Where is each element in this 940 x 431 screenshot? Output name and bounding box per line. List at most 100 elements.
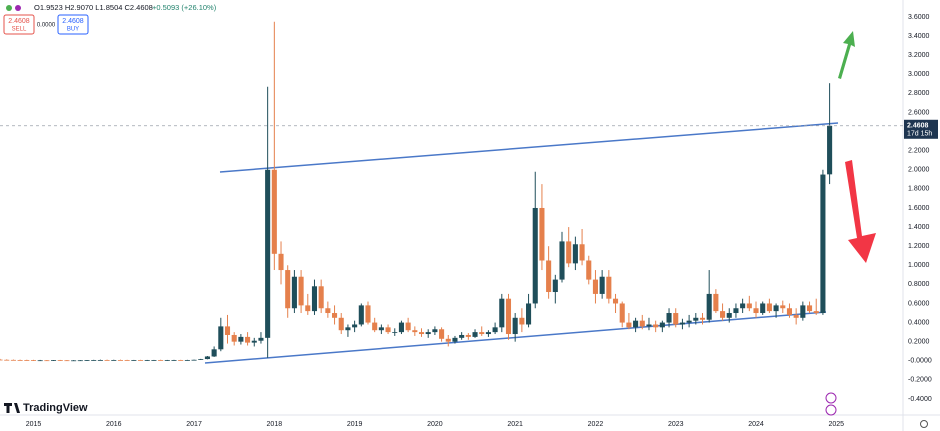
candle-body [392,332,398,333]
candle-body [519,317,525,325]
candle-body [740,303,746,309]
candle-body [137,360,144,361]
x-tick-label: 2022 [588,421,604,428]
candle-body [104,360,110,361]
candle-body [439,329,445,339]
y-tick-label: 1.8000 [908,186,930,193]
y-tick-label: 2.2000 [908,148,930,155]
candle-body [164,360,170,361]
candle-body [64,360,70,362]
candle-body [305,305,311,312]
candle-body [445,338,451,342]
y-tick-label: -0.2000 [908,377,932,384]
candle-body [693,317,699,321]
y-tick-label: 3.6000 [908,14,930,21]
candle-body [492,327,498,333]
y-tick-label: 0.8000 [908,281,930,288]
candle-body [218,326,224,350]
candle-body [720,311,726,318]
buy-button[interactable] [57,14,89,35]
candle-body [646,324,652,327]
up-arrow [838,31,855,79]
icon [15,5,21,11]
x-tick-label: 2018 [267,421,283,428]
candle-body [599,276,605,294]
candle-body [405,322,411,331]
candle-body [526,303,532,325]
candle-body [813,311,819,314]
candle-body [352,324,358,328]
candle-body [760,303,766,314]
x-tick-label: 2025 [829,421,845,428]
candle-body [372,322,378,331]
y-tick-label: -0.4000 [908,396,932,403]
candle-body [639,320,645,327]
candle-body [345,327,351,331]
candle-body [673,313,679,325]
candle-body [559,241,565,280]
candle-body [713,293,719,312]
candle-body [532,207,538,304]
candle-body [706,293,712,320]
sell-button[interactable] [3,14,35,35]
candle-body [318,286,324,309]
x-tick-label: 2024 [748,421,764,428]
candle-body [71,360,77,362]
candle-body [131,360,137,361]
candle-body [84,360,90,361]
candle-body [238,336,244,342]
candle-body [30,360,37,361]
candle-body [338,317,344,331]
candle-body [44,360,50,362]
candle-body [0,359,3,361]
candle-body [472,332,478,337]
candle-body [452,337,458,342]
change: +0.5093 (+26.10%) [152,3,217,12]
candle-body [311,286,318,312]
candle-body [820,174,826,314]
y-tick-label: 3.2000 [908,52,930,59]
x-tick-label: 2023 [668,421,684,428]
candle-body [780,305,786,309]
candle-body [606,276,612,299]
candle-body [278,253,284,271]
brand-logo [4,403,20,413]
candle-body [298,276,304,306]
candle-body [499,298,505,328]
price-label-box [904,119,938,139]
candle-body [4,359,10,361]
candle-body [111,360,117,361]
candle-body [10,359,16,361]
candle-body [539,207,545,261]
spread: 0.0000 [37,23,56,29]
candle-body [666,313,672,323]
candle-body [552,279,558,293]
candle-body [117,360,124,361]
candle-body [418,332,425,335]
x-tick-label: 2015 [26,421,42,428]
candle-body [827,125,833,175]
candle-body [479,332,485,335]
candle-body [592,279,598,294]
candle-body [251,340,257,343]
candle-body [398,322,404,333]
candle-body [57,360,63,361]
candle-body [258,337,264,341]
icon[interactable] [825,392,837,404]
y-tick-label: 0.4000 [908,319,930,326]
candle-body [659,322,665,328]
x-tick-label: 2016 [106,421,122,428]
candle-body [97,360,103,361]
buy-label: BUY [67,27,79,33]
candle-body [566,241,572,264]
icon [6,5,12,11]
candle-body [572,244,578,264]
settings-icon[interactable] [920,420,928,428]
candle-body [679,322,685,325]
icon[interactable] [825,404,837,416]
countdown: 17d 15h [907,131,932,138]
candle-body [786,308,793,315]
brand: TradingView [23,402,88,414]
candle-body [77,360,83,362]
